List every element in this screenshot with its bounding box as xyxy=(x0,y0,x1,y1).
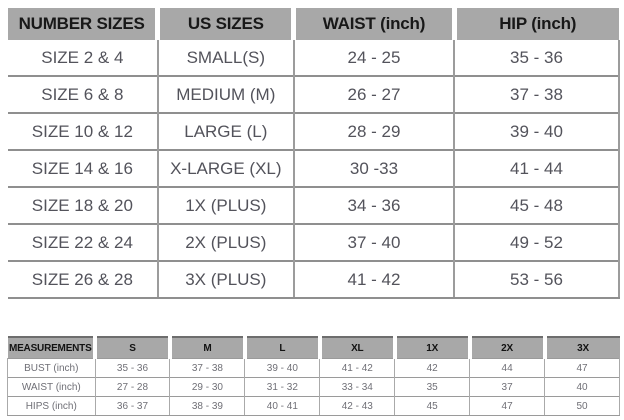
value-cell: 30 -33 xyxy=(292,149,455,187)
value-cell: 42 xyxy=(394,358,470,378)
column-header: NUMBER SIZES xyxy=(8,8,158,40)
value-cell: 35 xyxy=(394,377,470,397)
value-cell: 39 - 40 xyxy=(244,358,320,378)
column-header: L xyxy=(242,336,320,359)
row-label-cell: SIZE 22 & 24 xyxy=(8,223,158,261)
size-table-body: SIZE 2 & 4 SMALL(S) 24 - 25 35 - 36 SIZE 6 &… xyxy=(8,40,620,299)
value-cell: 35 - 36 xyxy=(453,40,620,76)
table-row: HIPS (inch) 36 - 37 38 - 39 40 - 41 42 - 43 4… xyxy=(7,396,620,416)
value-cell: MEDIUM (M) xyxy=(156,75,294,113)
value-cell: SMALL(S) xyxy=(156,40,294,76)
value-cell: 41 - 42 xyxy=(292,260,455,299)
value-cell: 29 - 30 xyxy=(169,377,245,397)
value-cell: 40 - 41 xyxy=(244,396,320,416)
value-cell: 31 - 32 xyxy=(244,377,320,397)
table-row: SIZE 10 & 12 LARGE (L) 28 - 29 39 - 40 xyxy=(8,112,620,150)
table-row: SIZE 2 & 4 SMALL(S) 24 - 25 35 - 36 xyxy=(8,40,620,76)
value-cell: 41 - 44 xyxy=(453,149,620,187)
size-table-header: NUMBER SIZES US SIZES WAIST (inch) HIP (inc… xyxy=(8,8,619,40)
value-cell: 1X (PLUS) xyxy=(156,186,294,224)
value-cell: 3X (PLUS) xyxy=(156,260,294,299)
value-cell: 45 - 48 xyxy=(453,186,620,224)
row-label-cell: WAIST (inch) xyxy=(7,377,96,397)
value-cell: 35 - 36 xyxy=(94,358,170,378)
value-cell: 49 - 52 xyxy=(453,223,620,261)
value-cell: 41 - 42 xyxy=(319,358,395,378)
value-cell: 33 - 34 xyxy=(319,377,395,397)
value-cell: 50 xyxy=(544,396,620,416)
value-cell: 2X (PLUS) xyxy=(156,223,294,261)
value-cell: 44 xyxy=(469,358,545,378)
row-label-cell: SIZE 14 & 16 xyxy=(8,149,158,187)
value-cell: 27 - 28 xyxy=(94,377,170,397)
table-row: SIZE 6 & 8 MEDIUM (M) 26 - 27 37 - 38 xyxy=(8,75,620,113)
row-label-cell: SIZE 26 & 28 xyxy=(8,260,158,299)
measurements-table: MEASUREMENTS S M L XL 1X 2X 3X BUST (inch) 35 - … xyxy=(7,336,620,416)
row-label-cell: HIPS (inch) xyxy=(7,396,96,416)
row-label-cell: SIZE 18 & 20 xyxy=(8,186,158,224)
value-cell: 47 xyxy=(544,358,620,378)
table-row: SIZE 14 & 16 X-LARGE (XL) 30 -33 41 - 44 xyxy=(8,149,620,187)
value-cell: 38 - 39 xyxy=(169,396,245,416)
row-label-cell: SIZE 2 & 4 xyxy=(41,47,124,67)
value-cell: 36 - 37 xyxy=(94,396,170,416)
table-row: SIZE 22 & 24 2X (PLUS) 37 - 40 49 - 52 xyxy=(8,223,620,261)
size-conversion-table: NUMBER SIZES US SIZES WAIST (inch) HIP (inc… xyxy=(8,8,620,299)
value-cell: 42 - 43 xyxy=(319,396,395,416)
row-label-cell: BUST (inch) xyxy=(7,358,96,378)
column-header: 3X xyxy=(542,336,620,359)
value-cell: 34 - 36 xyxy=(292,186,455,224)
value-cell: 53 - 56 xyxy=(453,260,620,299)
column-header: S xyxy=(93,336,170,359)
value-cell: 37 - 38 xyxy=(453,75,620,113)
value-cell: 37 - 38 xyxy=(169,358,245,378)
value-cell: 28 - 29 xyxy=(292,112,455,150)
measure-table-header: MEASUREMENTS S M L XL 1X 2X 3X xyxy=(7,336,620,359)
value-cell: 37 - 40 xyxy=(292,223,455,261)
value-cell: 39 - 40 xyxy=(453,112,620,150)
measure-table-body: BUST (inch) 35 - 36 37 - 38 39 - 40 41 - 42 4… xyxy=(7,358,620,416)
value-cell: 45 xyxy=(394,396,470,416)
column-header: 2X xyxy=(467,336,545,359)
value-cell: 47 xyxy=(469,396,545,416)
table-row: SIZE 18 & 20 1X (PLUS) 34 - 36 45 - 48 xyxy=(8,186,620,224)
value-cell: X-LARGE (XL) xyxy=(156,149,294,187)
column-header: WAIST (inch) xyxy=(291,8,455,40)
table-row: SIZE 26 & 28 3X (PLUS) 41 - 42 53 - 56 xyxy=(8,260,620,299)
value-cell: LARGE (L) xyxy=(156,112,294,150)
column-header: M xyxy=(167,336,245,359)
column-header: US SIZES xyxy=(155,8,294,40)
value-cell: 24 - 25 xyxy=(292,40,455,76)
table-row: WAIST (inch) 27 - 28 29 - 30 31 - 32 33 - 34… xyxy=(7,377,620,397)
row-label-cell: SIZE 6 & 8 xyxy=(8,75,158,113)
column-header: HIP (inch) xyxy=(451,8,619,40)
value-cell: 40 xyxy=(544,377,620,397)
column-header: 1X xyxy=(392,336,470,359)
value-cell: 37 xyxy=(469,377,545,397)
table-row: BUST (inch) 35 - 36 37 - 38 39 - 40 41 - 42 4… xyxy=(7,358,620,378)
header-row: MEASUREMENTS S M L XL 1X 2X 3X xyxy=(7,336,620,359)
column-header: XL xyxy=(317,336,395,359)
column-header: MEASUREMENTS xyxy=(7,336,96,359)
header-row: NUMBER SIZES US SIZES WAIST (inch) HIP (inc… xyxy=(8,8,619,40)
row-label-cell: SIZE 10 & 12 xyxy=(8,112,158,150)
value-cell: 26 - 27 xyxy=(292,75,455,113)
